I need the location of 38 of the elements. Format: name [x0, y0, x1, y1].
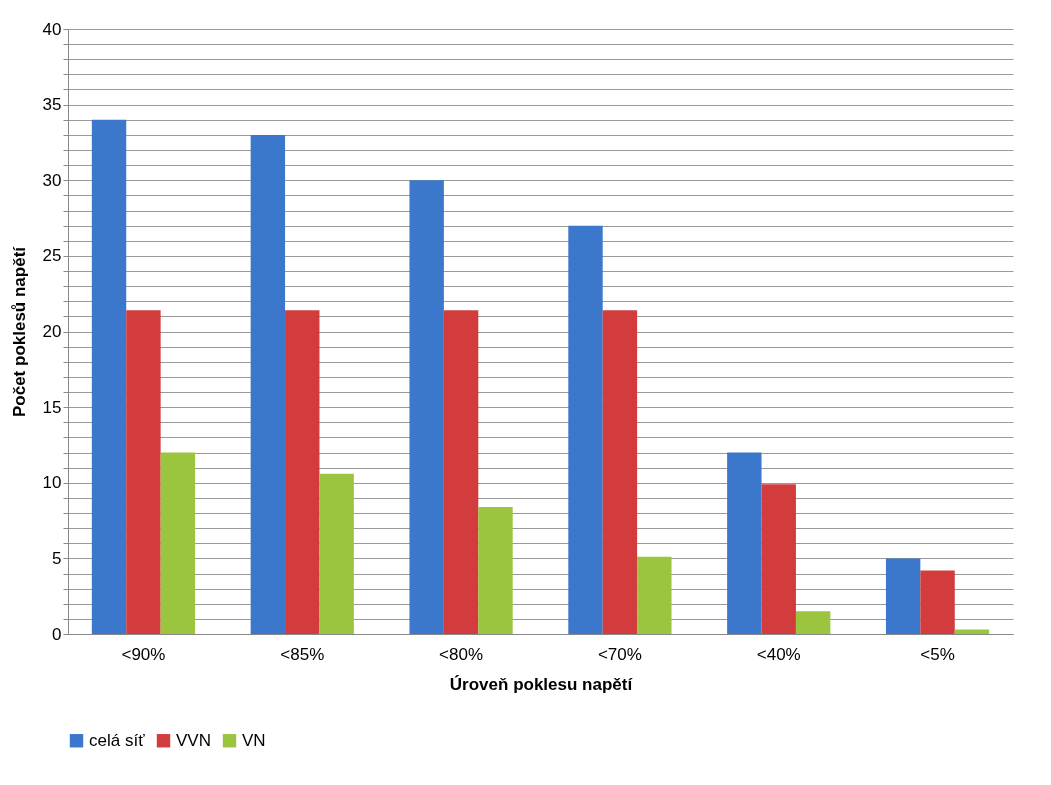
x-tick-label: <90%: [121, 644, 166, 664]
y-tick-label: 5: [52, 548, 62, 568]
bar: [409, 180, 444, 634]
bar: [761, 484, 796, 634]
bar: [319, 473, 354, 634]
bar: [920, 570, 955, 634]
x-tick-label: <80%: [439, 644, 484, 664]
bar: [568, 225, 603, 634]
bar: [478, 506, 513, 634]
y-tick-label: 35: [42, 95, 62, 115]
bar: [285, 310, 320, 634]
y-tick-label: 15: [42, 397, 62, 417]
y-tick-label: 40: [42, 19, 62, 39]
x-tick-label: <85%: [280, 644, 325, 664]
bar: [443, 310, 479, 634]
legend-label: VN: [242, 730, 266, 750]
x-tick-label: <40%: [756, 644, 801, 664]
bar: [637, 556, 672, 634]
bar: [727, 452, 762, 634]
bar: [91, 119, 127, 634]
x-tick-label: <70%: [597, 644, 642, 664]
bar: [954, 629, 990, 634]
y-axis-title: Počet poklesů napětí: [9, 245, 29, 418]
bar: [795, 611, 831, 634]
legend-label: VVN: [176, 730, 211, 750]
bar: [250, 134, 286, 634]
x-axis-title: Úroveň poklesu napětí: [449, 674, 634, 694]
bar: [126, 310, 161, 634]
y-tick-label: 0: [52, 624, 62, 644]
y-tick-label: 30: [42, 170, 62, 190]
y-tick-label: 10: [42, 473, 62, 493]
bar: [885, 558, 921, 634]
x-tick-label: <5%: [920, 644, 955, 664]
y-tick-label: 20: [42, 322, 62, 341]
y-tick-label: 25: [42, 246, 62, 266]
bar: [160, 452, 196, 634]
bar: [602, 310, 638, 634]
legend-label: celá síť: [89, 730, 146, 750]
